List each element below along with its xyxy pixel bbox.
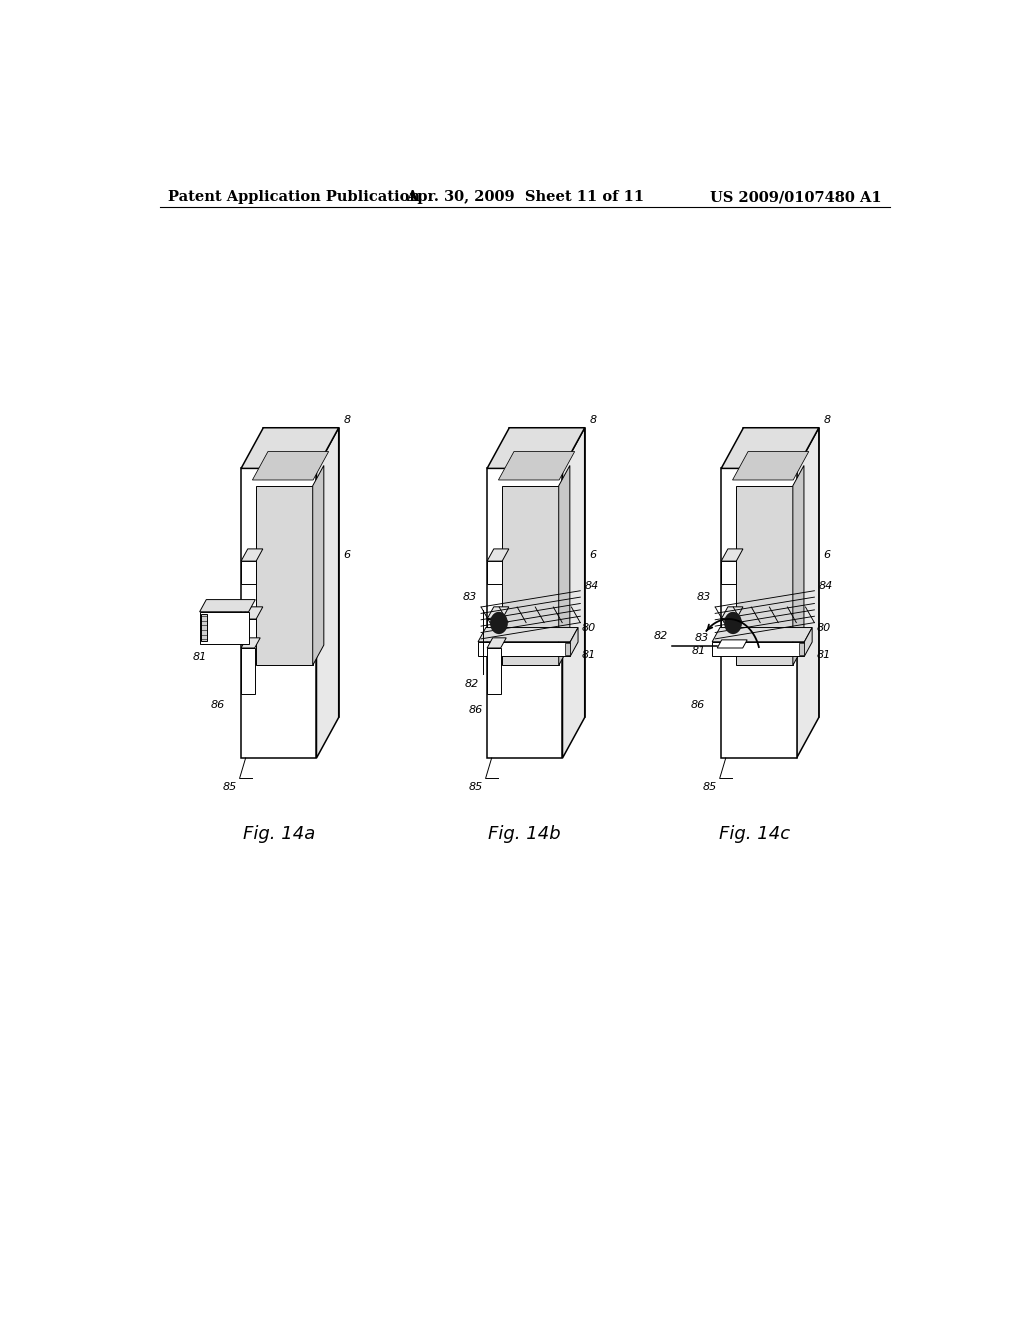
Text: Apr. 30, 2009  Sheet 11 of 11: Apr. 30, 2009 Sheet 11 of 11 [406, 190, 644, 205]
Polygon shape [200, 611, 249, 644]
Polygon shape [509, 428, 585, 718]
Polygon shape [562, 428, 585, 758]
Text: 85: 85 [222, 783, 237, 792]
Polygon shape [721, 428, 819, 469]
Polygon shape [721, 607, 743, 619]
Text: 81: 81 [816, 651, 830, 660]
Polygon shape [241, 638, 260, 648]
Text: 6: 6 [823, 550, 830, 560]
Polygon shape [263, 428, 339, 718]
Polygon shape [721, 561, 736, 585]
Text: 8: 8 [343, 414, 350, 425]
Polygon shape [487, 428, 585, 469]
Polygon shape [316, 428, 339, 758]
Text: 86: 86 [469, 705, 483, 714]
Text: 83: 83 [697, 591, 712, 602]
Text: 81: 81 [194, 652, 207, 661]
Text: Fig. 14c: Fig. 14c [720, 825, 791, 843]
Polygon shape [241, 648, 255, 694]
Polygon shape [721, 469, 797, 758]
Ellipse shape [724, 611, 742, 634]
Text: 86: 86 [691, 700, 706, 710]
Text: 84: 84 [585, 581, 598, 591]
Text: Patent Application Publication: Patent Application Publication [168, 190, 420, 205]
Text: 81: 81 [691, 647, 706, 656]
Polygon shape [502, 486, 559, 665]
Text: 8: 8 [823, 414, 830, 425]
Polygon shape [241, 428, 339, 469]
Polygon shape [743, 428, 819, 718]
Polygon shape [565, 643, 570, 655]
Text: US 2009/0107480 A1: US 2009/0107480 A1 [711, 190, 882, 205]
Polygon shape [721, 619, 736, 643]
Polygon shape [797, 428, 819, 758]
Polygon shape [487, 607, 509, 619]
Text: 83: 83 [695, 632, 710, 643]
Polygon shape [570, 627, 579, 656]
Polygon shape [241, 469, 316, 758]
Polygon shape [805, 627, 812, 656]
Text: 86: 86 [211, 700, 225, 710]
Text: 81: 81 [582, 651, 596, 660]
Polygon shape [487, 561, 502, 585]
Text: 6: 6 [343, 550, 350, 560]
Text: 6: 6 [590, 550, 597, 560]
Polygon shape [487, 469, 562, 758]
Polygon shape [736, 486, 793, 665]
Polygon shape [241, 619, 256, 643]
Text: 84: 84 [818, 581, 833, 591]
Polygon shape [712, 642, 805, 656]
Polygon shape [256, 486, 312, 665]
Text: 80: 80 [253, 597, 267, 607]
Polygon shape [721, 549, 743, 561]
Polygon shape [717, 640, 748, 648]
Polygon shape [799, 643, 805, 655]
Polygon shape [241, 561, 256, 585]
Polygon shape [200, 599, 255, 611]
Text: 80: 80 [582, 623, 596, 632]
Text: 82: 82 [464, 678, 478, 689]
Polygon shape [478, 627, 579, 642]
Text: Fig. 14b: Fig. 14b [488, 825, 561, 843]
Polygon shape [201, 614, 207, 642]
Text: Fig. 14a: Fig. 14a [243, 825, 315, 843]
Text: 85: 85 [468, 783, 482, 792]
Text: 82: 82 [654, 631, 669, 642]
Polygon shape [312, 466, 324, 665]
Polygon shape [487, 638, 506, 648]
Polygon shape [487, 619, 502, 643]
Text: 80: 80 [816, 623, 830, 632]
Polygon shape [732, 451, 809, 480]
Text: 83: 83 [463, 591, 477, 602]
Polygon shape [793, 466, 804, 665]
Polygon shape [487, 549, 509, 561]
Polygon shape [499, 451, 574, 480]
Text: 8: 8 [590, 414, 597, 425]
Polygon shape [241, 549, 263, 561]
Polygon shape [478, 642, 570, 656]
Polygon shape [487, 648, 501, 694]
Polygon shape [241, 607, 263, 619]
Ellipse shape [490, 611, 508, 634]
Polygon shape [252, 451, 329, 480]
Polygon shape [559, 466, 569, 665]
Text: 85: 85 [702, 783, 717, 792]
Polygon shape [712, 627, 812, 642]
